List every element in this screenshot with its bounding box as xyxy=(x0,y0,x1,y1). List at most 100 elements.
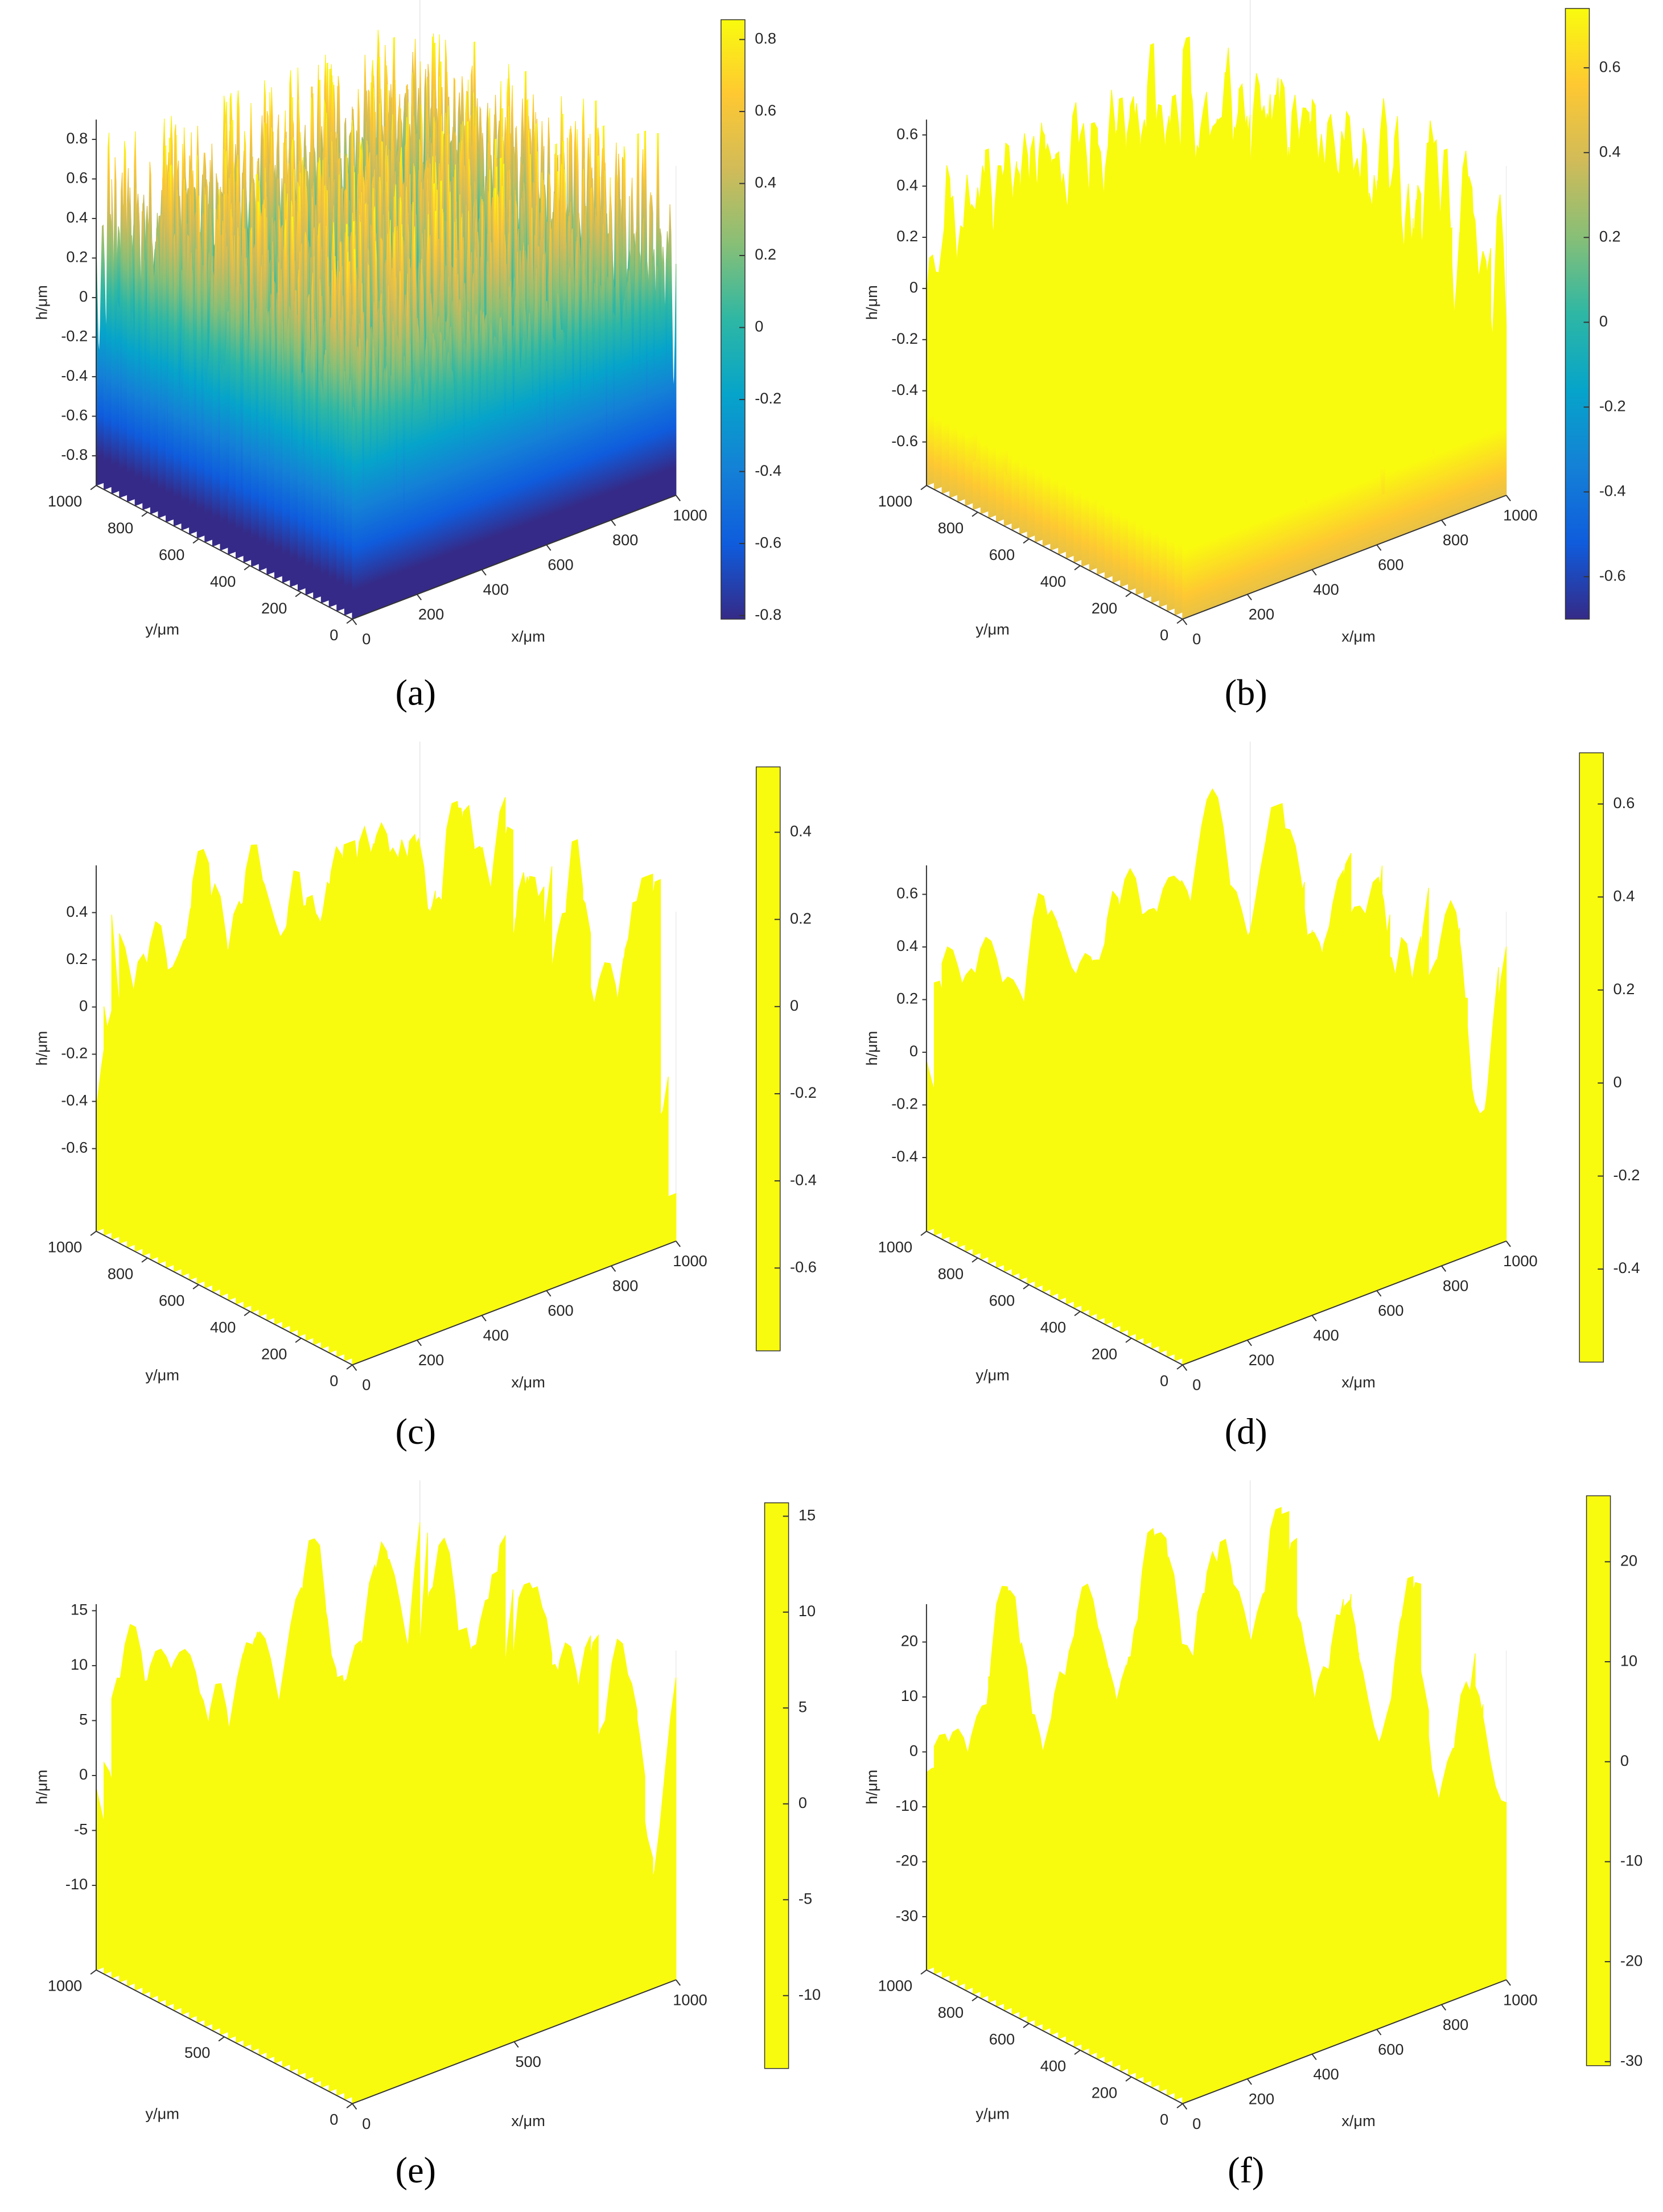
x-tick xyxy=(1182,1364,1188,1371)
y-tick-label: 200 xyxy=(261,599,287,617)
z-tick-label: -0.2 xyxy=(891,329,918,347)
colorbar-tick-label: -0.2 xyxy=(755,389,781,407)
x-tick xyxy=(611,1265,616,1272)
x-tick-label: 0 xyxy=(362,630,371,648)
y-tick-label: 200 xyxy=(1092,2083,1117,2101)
z-tick-label: 0 xyxy=(909,1042,918,1060)
x-tick-label: 400 xyxy=(483,580,509,598)
colorbar xyxy=(1565,8,1590,620)
colorbar-tick-label: 0.2 xyxy=(755,245,776,263)
z-tick-label: 0.4 xyxy=(66,903,88,920)
panel: 0 200 400 600 800 1000 0 200 400 600 800 1000 -0.8 -0… xyxy=(32,0,781,713)
y-tick xyxy=(244,1311,250,1316)
y-tick xyxy=(192,538,199,544)
z-axis-label: h/μm xyxy=(863,1770,880,1805)
z-axis-label: h/μm xyxy=(32,1770,50,1805)
colorbar xyxy=(721,19,746,620)
y-axis-label: y/μm xyxy=(146,1366,179,1383)
x-tick-label: 400 xyxy=(1313,2065,1339,2083)
colorbar-tick-label: 10 xyxy=(1620,1651,1637,1669)
x-tick xyxy=(1246,1340,1252,1346)
x-tick-label: 200 xyxy=(1249,605,1274,623)
z-tick-label: 0 xyxy=(909,1742,918,1760)
y-tick-label: 800 xyxy=(108,519,133,537)
colorbar-tick-label: -0.2 xyxy=(1599,397,1626,415)
y-tick xyxy=(920,485,927,491)
x-tick-label: 400 xyxy=(1313,580,1339,598)
y-axis-label: y/μm xyxy=(146,2105,179,2123)
x-tick-label: 1000 xyxy=(673,1252,707,1270)
y-tick xyxy=(1176,1364,1183,1370)
z-tick-label: -0.4 xyxy=(61,366,88,384)
y-axis-label: y/μm xyxy=(975,2105,1009,2123)
colorbar-tick-label: 0 xyxy=(798,1794,807,1811)
y-tick-label: 200 xyxy=(261,1345,287,1362)
x-tick xyxy=(611,520,616,526)
z-tick-label: -5 xyxy=(74,1820,88,1838)
colorbar-tick-label: -30 xyxy=(1620,2052,1643,2069)
x-tick xyxy=(1505,495,1511,501)
x-tick xyxy=(1505,1241,1511,1247)
z-tick-label: 0 xyxy=(909,278,918,296)
x-axis xyxy=(1182,1240,1506,1366)
caption: (c) xyxy=(396,1411,436,1452)
colorbar-tick-label: 0 xyxy=(1620,1752,1629,1769)
y-tick-label: 0 xyxy=(330,1371,338,1389)
z-axis-label: h/μm xyxy=(32,285,50,320)
colorbar-tick-label: 0.8 xyxy=(755,30,776,47)
colorbar-tick-label: 0.6 xyxy=(1613,794,1635,812)
colorbar xyxy=(1579,752,1604,1363)
x-tick xyxy=(1441,520,1447,526)
z-tick-label: 0.2 xyxy=(66,950,88,967)
y-tick-label: 200 xyxy=(1092,1345,1117,1362)
z-tick-label: -0.6 xyxy=(61,1139,88,1156)
y-tick-label: 800 xyxy=(108,1264,133,1282)
x-tick xyxy=(481,569,487,576)
y-tick xyxy=(346,619,353,624)
z-tick-label: 0 xyxy=(79,287,88,305)
caption: (f) xyxy=(1228,2150,1264,2190)
x-tick-label: 1000 xyxy=(1503,1991,1537,2008)
y-tick xyxy=(90,1230,97,1236)
z-tick-label: -0.6 xyxy=(891,432,918,450)
y-tick-label: 400 xyxy=(210,572,236,590)
y-tick xyxy=(218,2036,225,2042)
z-axis-label: h/μm xyxy=(863,285,880,320)
colorbar-tick-label: 0.4 xyxy=(755,174,776,191)
x-axis xyxy=(1182,1979,1506,2104)
x-axis-label: x/μm xyxy=(511,2112,545,2129)
x-tick-label: 1000 xyxy=(673,506,707,524)
y-tick-label: 1000 xyxy=(48,492,82,510)
y-axis xyxy=(926,485,1183,620)
y-tick-label: 1000 xyxy=(878,492,912,510)
x-axis-label: x/μm xyxy=(511,1373,545,1391)
colorbar-tick-label: -0.4 xyxy=(1599,482,1626,500)
x-axis-label: x/μm xyxy=(1341,627,1375,645)
colorbar-tick-label: -20 xyxy=(1620,1951,1643,1969)
y-tick xyxy=(90,1969,97,1975)
y-tick-label: 1000 xyxy=(48,1238,82,1255)
z-tick-label: 0.2 xyxy=(66,248,88,266)
z-tick-label: 0.6 xyxy=(896,125,918,142)
x-tick xyxy=(1441,2004,1447,2011)
y-tick xyxy=(141,512,148,517)
x-tick-label: 0 xyxy=(1192,630,1201,648)
x-tick-label: 200 xyxy=(1249,2090,1274,2107)
colorbar-tick-label: 0.4 xyxy=(1599,142,1621,160)
y-axis-label: y/μm xyxy=(975,620,1009,638)
y-tick xyxy=(972,512,978,517)
colorbar-tick-label: -5 xyxy=(798,1889,812,1907)
y-tick xyxy=(141,1257,148,1263)
x-tick xyxy=(1311,1315,1317,1321)
x-tick-label: 400 xyxy=(483,1327,509,1344)
z-tick-label: 0 xyxy=(79,1765,88,1783)
y-tick-label: 1000 xyxy=(48,1977,82,1995)
y-tick-label: 400 xyxy=(1040,572,1066,590)
y-tick xyxy=(90,485,97,491)
y-tick-label: 0 xyxy=(1160,1371,1168,1389)
x-tick-label: 600 xyxy=(1378,1301,1403,1319)
z-tick-label: -0.4 xyxy=(61,1091,88,1109)
z-tick-label: 15 xyxy=(71,1601,88,1618)
colorbar-tick-label: 0.2 xyxy=(1599,227,1621,245)
caption: (e) xyxy=(396,2150,436,2190)
